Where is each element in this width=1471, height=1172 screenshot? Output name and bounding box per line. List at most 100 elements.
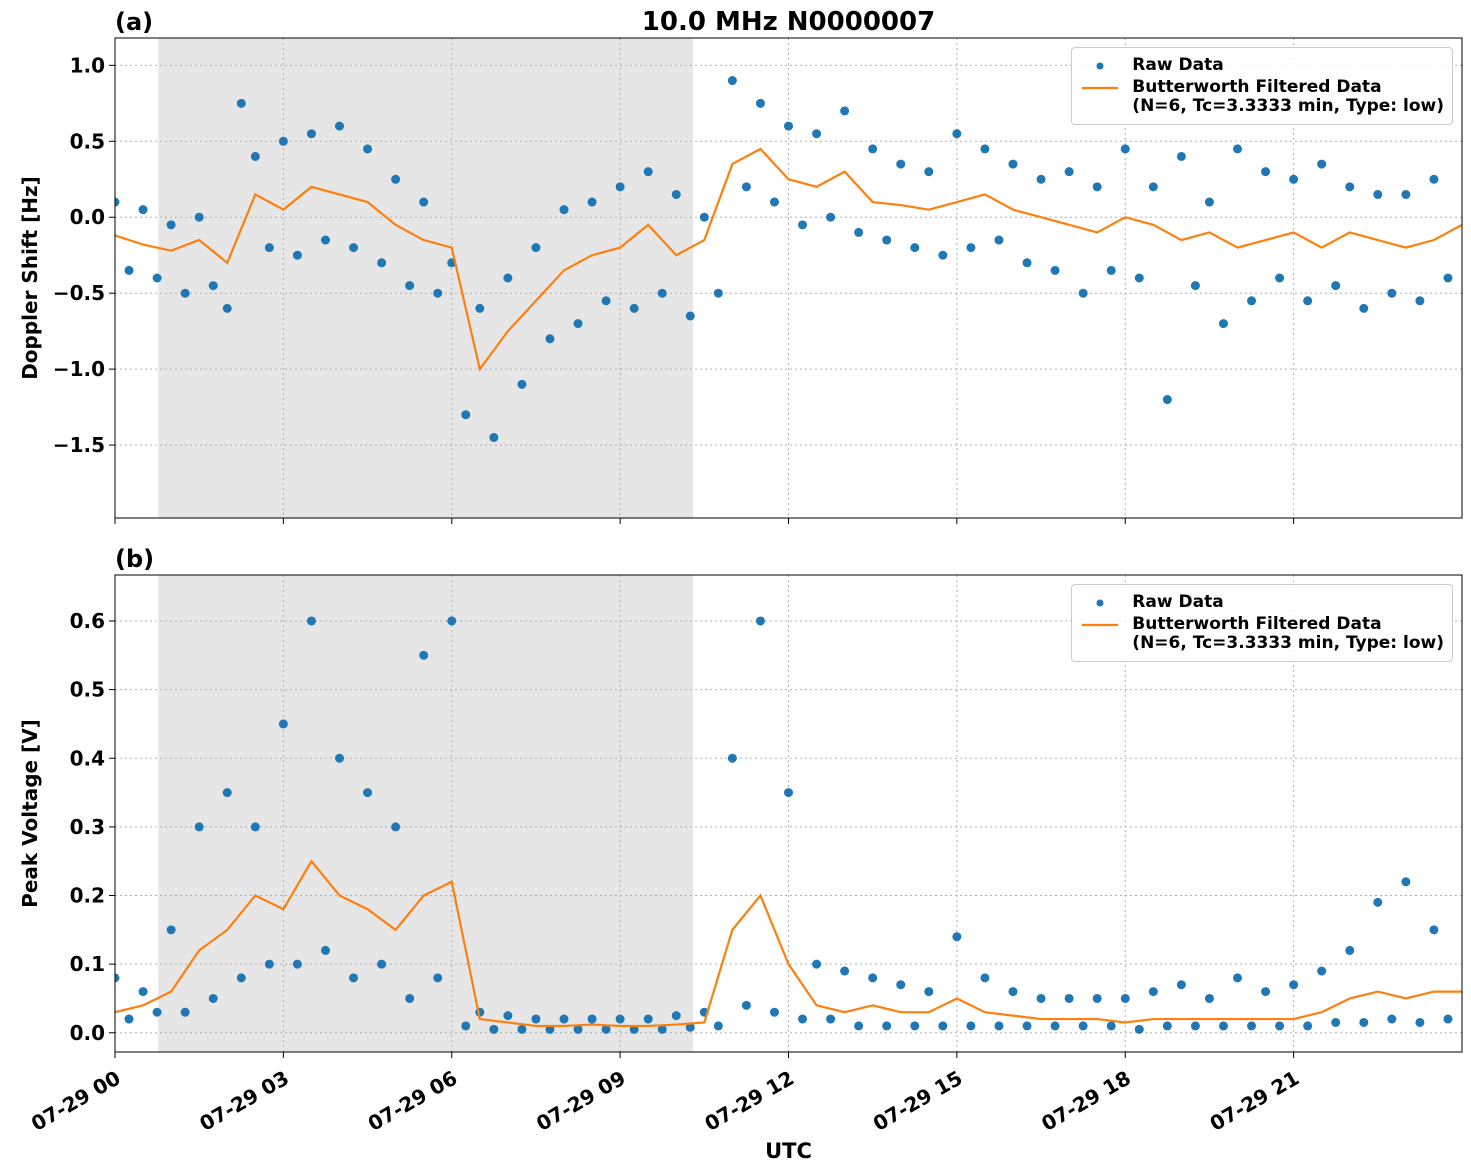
legend-label: Raw Data [1132,592,1224,612]
raw-data-point [1036,174,1046,184]
filtered-line [115,147,1462,372]
raw-data-point [1247,1021,1257,1031]
raw-data-point [868,144,878,154]
raw-data-point [924,167,934,177]
raw-data-point [1022,258,1032,268]
raw-data-point [292,250,302,260]
legend-swatch [1096,599,1104,607]
raw-data-point [391,174,401,184]
raw-data-point [587,197,597,207]
raw-data-point [405,281,415,291]
raw-data-point [1275,273,1285,283]
raw-data-point [671,1011,681,1021]
raw-data-point [447,616,457,626]
raw-data-point [559,205,569,215]
raw-data-point [826,1014,836,1024]
raw-data-point [798,1014,808,1024]
raw-data-point [545,1024,555,1034]
raw-data-point [966,1021,976,1031]
raw-data-point [194,212,204,222]
raw-data-point [1190,281,1200,291]
raw-data-point [1078,288,1088,298]
raw-data-point [1022,1021,1032,1031]
raw-data-point [1204,197,1214,207]
raw-data-point [222,303,232,313]
raw-data-point [1233,144,1242,154]
raw-data-point [1092,993,1102,1003]
legend-entry: Raw Data [1080,593,1444,613]
raw-data-point [1106,265,1116,275]
raw-data-point [896,159,906,169]
raw-data-point [1387,288,1397,298]
raw-data-point [629,303,639,313]
raw-data-point [587,1014,597,1024]
raw-data-point [405,993,415,1003]
raw-data-point [1317,966,1327,976]
raw-data-point [377,959,387,969]
raw-data-point [250,822,260,832]
raw-data-point [517,379,527,389]
raw-data-point [1261,167,1271,177]
raw-data-point [1303,1021,1313,1031]
raw-data-point [1303,296,1313,306]
y-tick-label: −1.5 [53,433,105,457]
raw-data-point [138,205,148,215]
raw-data-point [1078,1021,1088,1031]
y-tick-label: 0.0 [70,205,105,229]
raw-data-point [952,129,962,139]
raw-data-point [882,235,892,245]
y-tick-label: 0.3 [70,815,105,839]
raw-data-point [1092,182,1102,192]
raw-data-point [854,1021,864,1031]
raw-data-point [349,973,359,983]
raw-data-point [1204,993,1214,1003]
raw-data-point [1162,1021,1172,1031]
raw-data-point [1373,897,1383,907]
raw-data-point [152,1007,162,1017]
raw-data-point [741,1000,751,1010]
raw-data-point [643,1014,653,1024]
raw-data-point [882,1021,892,1031]
raw-data-point [138,987,148,997]
raw-data-point [124,1014,134,1024]
raw-data-point [320,235,330,245]
legend-entry: Butterworth Filtered Data (N=6, Tc=3.333… [1080,78,1444,116]
raw-data-point [419,197,429,207]
raw-data-point [573,319,583,329]
raw-data-point [615,1014,625,1024]
x-tick-label: 07-29 06 [364,1066,462,1136]
raw-data-point [124,265,134,275]
raw-data-point [1387,1014,1397,1024]
raw-data-point [910,243,920,253]
raw-data-point [938,250,948,260]
x-tick-label: 07-29 12 [700,1066,798,1136]
filtered-line [115,859,1462,1028]
raw-data-point [1008,159,1018,169]
legend-label: Raw Data [1132,55,1224,75]
legend-swatch [1096,62,1104,70]
raw-data-point [517,1024,527,1034]
raw-data-point [1064,993,1074,1003]
y-tick-label: 0.0 [70,1021,105,1045]
raw-data-point [1289,174,1299,184]
raw-data-point [166,220,176,230]
legend-label: Butterworth Filtered Data (N=6, Tc=3.333… [1132,614,1444,653]
y-tick-label: 1.0 [70,53,105,77]
raw-data-point [475,303,485,313]
raw-data-point [1429,925,1439,935]
raw-data-point [363,144,373,154]
y-axis-label: Peak Voltage [V] [18,719,42,908]
raw-data-point [980,144,990,154]
raw-data-point [320,945,330,955]
raw-data-point [264,243,274,253]
legend-marker [1096,599,1104,607]
y-tick-label: 0.4 [70,746,105,770]
axes-frame [114,37,1463,519]
y-tick-label: 0.5 [70,678,105,702]
raw-data-point [152,273,162,283]
raw-data-point [910,1021,920,1031]
raw-data-point [657,1024,667,1034]
raw-data-point [741,182,751,192]
raw-data-point [1443,273,1453,283]
